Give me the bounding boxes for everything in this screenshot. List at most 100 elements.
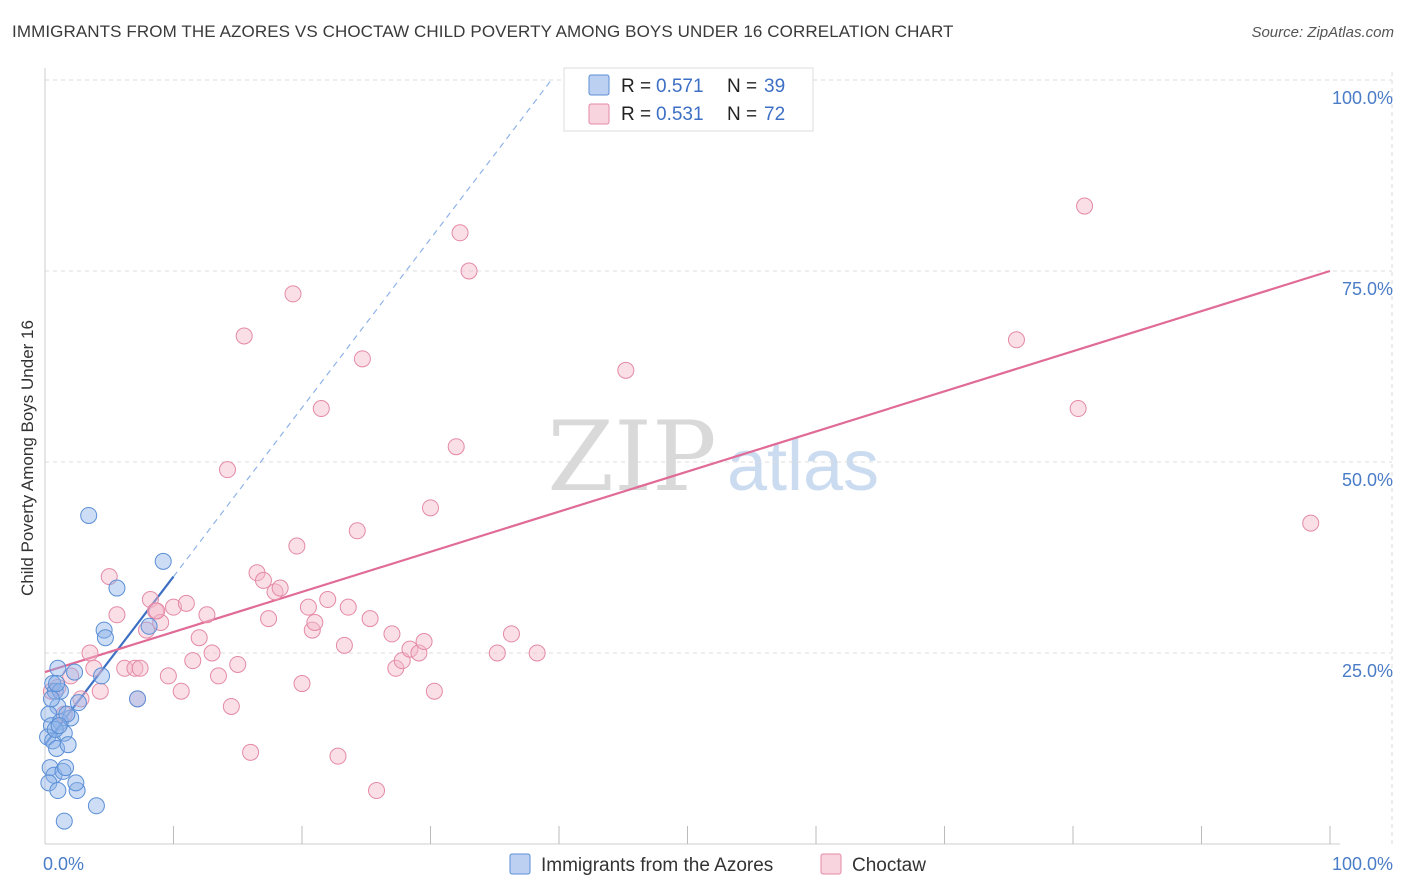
- axes: [44, 68, 1340, 845]
- point-choctaw-38: [288, 537, 306, 555]
- bottom-legend-label-choctaw: Choctaw: [852, 855, 926, 876]
- point-azores-15: [57, 759, 75, 777]
- point-choctaw-21: [177, 594, 195, 612]
- point-choctaw-25: [203, 644, 221, 662]
- point-azores-21: [87, 797, 105, 815]
- point-choctaw-19: [165, 598, 182, 616]
- y-tick-label-2: 75.0%: [1342, 279, 1393, 299]
- point-choctaw-40: [299, 598, 317, 616]
- point-azores-22: [80, 506, 98, 524]
- point-choctaw-47: [348, 522, 366, 540]
- y-tick-label-1: 50.0%: [1342, 470, 1393, 490]
- point-choctaw-56: [415, 633, 433, 651]
- point-choctaw-33: [254, 571, 272, 589]
- point-choctaw-70: [148, 602, 166, 620]
- bottom-legend-swatch-choctaw: [820, 853, 842, 875]
- point-choctaw-58: [425, 682, 443, 700]
- data-points: [39, 197, 1320, 830]
- point-azores-11: [59, 736, 77, 754]
- point-azores-36: [42, 690, 60, 708]
- x-tick-label-0: 0.0%: [43, 854, 84, 874]
- x-tick-label-1: 100.0%: [1332, 854, 1393, 874]
- point-choctaw-65: [617, 361, 635, 379]
- bottom-legend-label-azores: Immigrants from the Azores: [541, 855, 773, 876]
- point-azores-17: [49, 782, 67, 800]
- point-azores-28: [93, 667, 111, 685]
- legend-r-label-choctaw: R =: [621, 104, 651, 125]
- point-choctaw-50: [368, 782, 386, 800]
- point-choctaw-36: [271, 579, 289, 597]
- point-choctaw-66: [1007, 331, 1025, 349]
- point-choctaw-24: [198, 606, 216, 624]
- legend-n-label-choctaw: N =: [727, 104, 757, 125]
- legend: R = 0.571 N = 39 R = 0.531 N = 72: [563, 67, 814, 132]
- point-azores-30: [66, 663, 84, 681]
- x-tick-labels: 0.0% 100.0%: [43, 854, 1393, 874]
- legend-n-value-azores: 39: [764, 76, 785, 97]
- point-choctaw-23: [190, 629, 208, 647]
- trend-line-1: [44, 269, 1331, 674]
- point-choctaw-57: [422, 499, 439, 517]
- point-choctaw-61: [460, 262, 478, 280]
- point-choctaw-71: [306, 613, 324, 631]
- point-choctaw-67: [1069, 400, 1087, 418]
- point-choctaw-44: [329, 747, 347, 765]
- legend-r-value-azores: 0.571: [656, 76, 704, 97]
- trend-extension-0: [173, 79, 552, 577]
- legend-r-value-choctaw: 0.531: [656, 104, 704, 125]
- point-choctaw-64: [528, 644, 546, 662]
- point-choctaw-29: [229, 655, 247, 673]
- point-choctaw-42: [312, 400, 330, 418]
- point-azores-24: [108, 579, 126, 597]
- point-choctaw-60: [451, 224, 469, 242]
- point-choctaw-51: [383, 625, 401, 643]
- y-tick-label-0: 25.0%: [1342, 661, 1393, 681]
- point-choctaw-43: [319, 591, 337, 609]
- point-choctaw-31: [242, 743, 260, 761]
- point-choctaw-54: [401, 640, 419, 658]
- bottom-legend: Immigrants from the Azores Choctaw: [509, 853, 926, 876]
- point-choctaw-30: [235, 327, 253, 345]
- point-azores-23: [154, 552, 172, 570]
- point-choctaw-48: [353, 350, 371, 368]
- point-choctaw-11: [126, 659, 144, 677]
- point-choctaw-18: [159, 667, 177, 685]
- point-azores-26: [96, 629, 114, 647]
- watermark-zip: ZIP: [547, 401, 716, 513]
- point-azores-37: [50, 717, 68, 735]
- point-choctaw-37: [284, 285, 302, 303]
- point-azores-31: [49, 659, 67, 677]
- point-azores-12: [41, 759, 59, 777]
- point-choctaw-69: [1302, 514, 1320, 532]
- point-choctaw-39: [293, 675, 311, 693]
- bottom-legend-swatch-azores: [509, 853, 531, 875]
- point-choctaw-26: [209, 667, 227, 685]
- source-credit: Source: ZipAtlas.com: [1251, 24, 1394, 41]
- y-tick-labels: 25.0% 50.0% 75.0% 100.0%: [1332, 88, 1393, 681]
- chart-title: IMMIGRANTS FROM THE AZORES VS CHOCTAW CH…: [12, 22, 954, 41]
- point-choctaw-20: [172, 682, 190, 700]
- point-azores-19: [67, 774, 85, 792]
- point-choctaw-27: [218, 461, 236, 479]
- point-choctaw-22: [184, 652, 202, 670]
- legend-swatch-azores: [588, 74, 610, 96]
- point-choctaw-49: [361, 610, 379, 628]
- point-choctaw-45: [335, 636, 353, 654]
- legend-n-label-azores: N =: [727, 76, 757, 97]
- legend-swatch-choctaw: [588, 103, 610, 125]
- point-choctaw-62: [488, 644, 506, 662]
- point-choctaw-13: [131, 659, 149, 677]
- point-choctaw-34: [260, 610, 278, 628]
- point-choctaw-59: [447, 438, 465, 456]
- point-azores-33: [69, 694, 87, 712]
- point-choctaw-68: [1076, 197, 1094, 215]
- watermark-atlas: atlas: [727, 426, 879, 506]
- point-choctaw-46: [339, 598, 357, 616]
- legend-n-value-choctaw: 72: [764, 104, 785, 125]
- point-choctaw-28: [222, 697, 240, 715]
- gridlines: [45, 72, 1393, 844]
- point-azores-29: [129, 690, 147, 708]
- watermark: ZIP atlas: [547, 401, 879, 513]
- legend-r-label-azores: R =: [621, 76, 651, 97]
